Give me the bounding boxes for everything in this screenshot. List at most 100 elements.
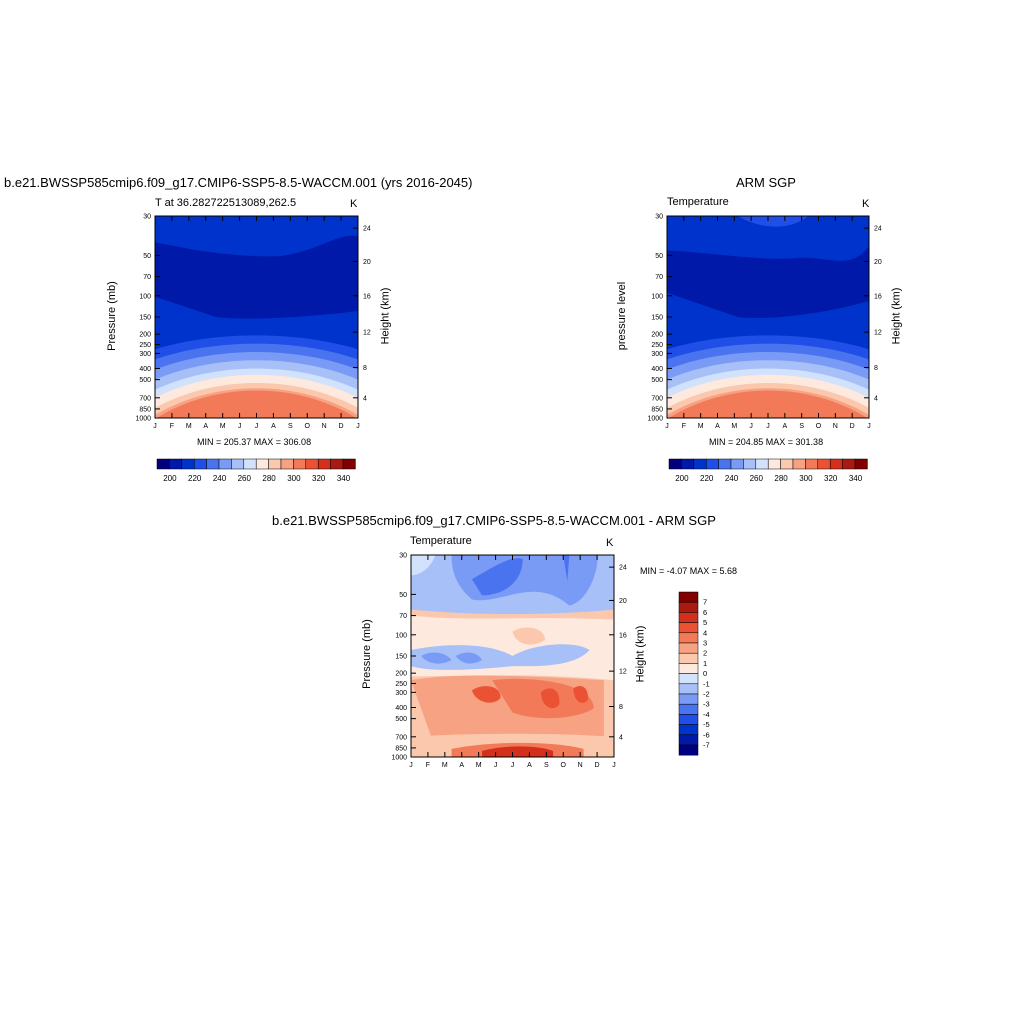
y-tick-label: 100 <box>395 632 407 639</box>
x-tick-label: J <box>409 762 413 769</box>
panel-units-model: K <box>350 198 358 210</box>
x-tick-label: F <box>426 762 430 769</box>
panel-units-obs: K <box>862 198 870 210</box>
colorbar-label: 220 <box>188 474 202 483</box>
y-tick-label: 150 <box>139 315 151 322</box>
colorbar-swatch <box>805 458 819 470</box>
y2-tick-label: 4 <box>363 395 367 402</box>
y2-tick-label: 20 <box>874 259 882 266</box>
x-tick-label: S <box>799 423 804 430</box>
x-tick-label: J <box>494 762 498 769</box>
y-tick-label: 300 <box>139 351 151 358</box>
colorbar-label: 220 <box>700 474 714 483</box>
colorbar-label: 200 <box>675 474 689 483</box>
colorbar-swatch <box>767 458 781 470</box>
y2-tick-label: 8 <box>619 704 623 711</box>
y2-tick-label: 4 <box>874 395 878 402</box>
y2-tick-label: 12 <box>619 669 627 676</box>
y-tick-label: 850 <box>395 745 407 752</box>
y-tick-label: 400 <box>651 366 663 373</box>
colorbar-swatch <box>156 458 170 470</box>
y2-tick-label: 8 <box>874 365 878 372</box>
x-tick-label: J <box>255 423 259 430</box>
axes: J F M A M J J A S O N D J 30 50 70 100 150 200 250 300 400 500… <box>135 214 370 431</box>
y-tick-label: 400 <box>139 366 151 373</box>
panel-title-model: b.e21.BWSSP585cmip6.f09_g17.CMIP6-SSP5-8… <box>4 175 473 190</box>
colorbar-swatch <box>743 458 757 470</box>
x-tick-label: M <box>442 762 448 769</box>
y2-tick-label: 16 <box>619 632 627 639</box>
y-tick-label: 50 <box>655 253 663 260</box>
y-tick-label: 200 <box>139 332 151 339</box>
contour-band <box>737 216 809 227</box>
y2-tick-label: 20 <box>619 598 627 605</box>
y-tick-label: 300 <box>651 351 663 358</box>
contour-band <box>471 558 523 596</box>
y-tick-label: 500 <box>139 377 151 384</box>
colorbar-label: -2 <box>703 690 710 699</box>
y2-tick-label: 16 <box>363 293 371 300</box>
x-tick-label: A <box>527 762 532 769</box>
y-tick-label: 30 <box>143 214 151 221</box>
colorbar-label: 200 <box>163 474 177 483</box>
colorbar-swatch <box>817 458 831 470</box>
stats-diff: MIN = -4.07 MAX = 5.68 <box>640 566 738 576</box>
colorbar-swatch <box>678 601 699 613</box>
contour-band <box>667 390 869 420</box>
y-tick-label: 50 <box>143 253 151 260</box>
colorbar-swatch <box>842 458 856 470</box>
x-tick-label: M <box>731 423 737 430</box>
colorbar-swatch <box>755 458 769 470</box>
colorbar-swatch <box>255 458 269 470</box>
x-tick-label: M <box>186 423 192 430</box>
colorbar-swatch <box>678 744 699 756</box>
x-tick-label: J <box>766 423 770 430</box>
y-tick-label: 700 <box>651 395 663 402</box>
colorbar-swatch <box>342 458 356 470</box>
y-tick-label: 250 <box>651 342 663 349</box>
colorbar-label: 300 <box>287 474 301 483</box>
colorbar-label: 240 <box>725 474 739 483</box>
colorbar-swatch <box>678 714 699 725</box>
contour-band <box>155 390 358 420</box>
y-tick-label: 850 <box>651 406 663 413</box>
y2-tick-label: 24 <box>363 226 371 233</box>
contour-band <box>155 235 358 319</box>
x-tick-label: O <box>305 423 311 430</box>
contour-field <box>667 216 869 420</box>
x-tick-label: J <box>665 423 669 430</box>
y2-tick-label: 24 <box>874 226 882 233</box>
x-tick-label: O <box>561 762 567 769</box>
y-tick-label: 300 <box>395 690 407 697</box>
x-tick-label: M <box>698 423 704 430</box>
y2-tick-label: 8 <box>363 365 367 372</box>
colorbar-swatch <box>268 458 282 470</box>
y-tick-label: 1000 <box>647 416 663 423</box>
x-tick-label: A <box>271 423 276 430</box>
colorbar-swatch <box>280 458 294 470</box>
x-tick-label: A <box>715 423 720 430</box>
y-tick-label: 150 <box>395 654 407 661</box>
panel-label-diff: Temperature <box>410 535 472 547</box>
contour-field <box>411 555 614 757</box>
x-tick-label: F <box>682 423 686 430</box>
colorbar-swatch <box>206 458 220 470</box>
x-tick-label: D <box>595 762 600 769</box>
colorbar: 200 220 240 260 280 300 320 340 <box>156 458 356 483</box>
colorbar-label: 3 <box>703 639 707 648</box>
panel-label-obs: Temperature <box>667 196 729 208</box>
colorbar-swatch <box>678 652 699 664</box>
panel-title-diff: b.e21.BWSSP585cmip6.f09_g17.CMIP6-SSP5-8… <box>272 513 716 528</box>
colorbar-label: 2 <box>703 649 707 658</box>
colorbar-swatch <box>678 693 699 705</box>
colorbar-label: 0 <box>703 669 707 678</box>
y-tick-label: 100 <box>139 293 151 300</box>
y-tick-label: 30 <box>655 214 663 221</box>
colorbar-swatch <box>829 458 843 470</box>
x-tick-label: D <box>850 423 855 430</box>
x-tick-label: N <box>833 423 838 430</box>
x-tick-label: M <box>476 762 482 769</box>
y-tick-label: 30 <box>399 553 407 560</box>
colorbar-swatch <box>305 458 319 470</box>
colorbar-swatch <box>678 622 699 634</box>
